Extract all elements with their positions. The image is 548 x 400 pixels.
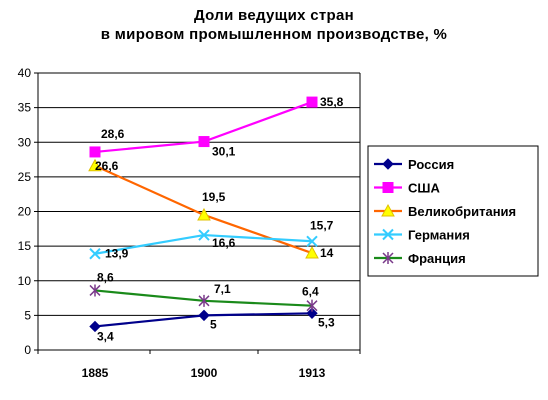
y-tick-label: 10 [18, 274, 32, 288]
data-point [197, 207, 211, 221]
data-label: 8,6 [97, 270, 114, 284]
data-label: 13,9 [105, 247, 129, 261]
data-label: 14 [320, 246, 334, 260]
legend-marker [382, 228, 394, 241]
data-point [306, 96, 318, 108]
data-point [198, 136, 210, 148]
y-tick-label: 5 [24, 308, 31, 322]
data-point [198, 229, 210, 241]
data-label: 6,4 [302, 285, 319, 299]
data-point [89, 320, 101, 333]
legend-label: Франция [408, 251, 466, 266]
legend-label: Германия [408, 228, 470, 243]
y-tick-label: 0 [24, 343, 31, 357]
data-point [306, 299, 318, 312]
data-point [198, 309, 210, 322]
legend-marker [382, 158, 394, 170]
y-tick-label: 40 [18, 66, 32, 80]
legend-marker [382, 252, 394, 264]
x-tick-label: 1900 [191, 366, 218, 380]
legend-label: Великобритания [408, 204, 516, 219]
data-point [89, 146, 101, 158]
data-label: 35,8 [320, 95, 344, 109]
x-tick-label: 1885 [82, 366, 109, 380]
data-label: 7,1 [214, 282, 231, 296]
y-tick-label: 25 [18, 170, 32, 184]
data-label: 3,4 [97, 329, 114, 343]
y-tick-label: 35 [18, 101, 32, 115]
y-tick-label: 30 [18, 135, 32, 149]
data-label: 5,3 [318, 315, 335, 329]
chart-title-line-1: Доли ведущих стран [193, 7, 355, 24]
data-label: 15,7 [310, 218, 334, 232]
legend-marker [382, 182, 394, 193]
data-label: 30,1 [212, 145, 236, 159]
data-label: 19,5 [202, 190, 226, 204]
data-point [198, 294, 210, 307]
legend-label: США [408, 181, 440, 196]
y-tick-label: 15 [18, 239, 32, 253]
y-tick-label: 20 [18, 205, 32, 219]
chart-title-line-2: в мировом промышленном производстве, % [100, 26, 448, 43]
data-label: 26,6 [95, 159, 119, 173]
data-point [89, 248, 101, 260]
legend-label: Россия [408, 157, 454, 172]
data-point [306, 235, 318, 247]
legend-marker [381, 203, 395, 217]
data-point [305, 246, 319, 259]
x-tick-label: 1913 [299, 366, 326, 380]
data-label: 28,6 [101, 127, 125, 141]
data-point [89, 284, 101, 297]
chart-title: Доли ведущих стран в мировом промышленно… [0, 6, 548, 44]
data-point [306, 307, 318, 320]
data-label: 16,6 [212, 236, 236, 250]
data-label: 5 [210, 317, 217, 331]
data-point [88, 158, 102, 172]
